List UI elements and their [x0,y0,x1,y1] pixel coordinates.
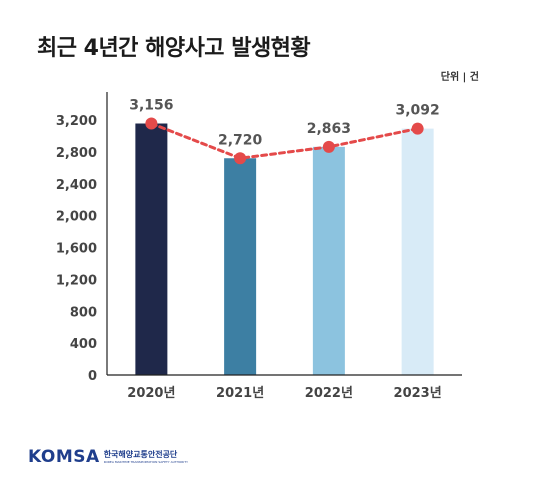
y-tick-label: 800 [70,305,97,320]
y-tick-label: 1,200 [56,273,97,288]
x-tick-label: 2022년 [305,386,353,401]
bars [135,123,434,375]
trend-point [322,140,335,153]
y-tick-label: 2,800 [56,146,97,161]
bar [312,146,345,375]
logo-korean: 한국해양교통안전공단 [103,449,178,459]
trend-point [411,122,424,135]
x-tick-label: 2020년 [127,386,175,401]
trend-point [234,152,247,165]
bar [224,158,257,375]
data-label: 2,720 [218,132,263,148]
data-labels: 3,156 2,720 2,863 3,092 [129,98,440,149]
y-tick-label: 2,400 [56,178,97,193]
data-label: 3,092 [395,103,439,119]
bar [401,128,434,375]
trend-line-path [149,122,420,160]
y-tick-label: 0 [88,369,97,384]
unit-label: 단위 | 건 [440,72,479,83]
x-tick-label: 2021년 [216,386,264,401]
y-axis-ticks: 0 400 800 1,200 1,600 2,000 2,400 2,800 3,200 [56,114,97,384]
y-tick-label: 2,000 [56,210,97,225]
trend-point [145,117,158,130]
trend-line [149,122,420,160]
trend-points [145,117,424,165]
x-axis-labels: 2020년 2021년 2022년 2023년 [127,386,441,401]
y-tick-label: 3,200 [56,114,97,129]
data-label: 2,863 [307,121,351,137]
data-label: 3,156 [129,98,173,114]
bar [135,123,168,375]
y-tick-label: 1,600 [56,242,97,257]
chart-title: 최근 4년간 해양사고 발생현황 [37,36,311,61]
y-tick-label: 400 [70,337,97,352]
komsa-logo: KOMSA 한국해양교통안전공단 KOREA MARITIME TRANSPOR… [28,447,188,467]
x-tick-label: 2023년 [394,386,442,401]
logo-english: KOREA MARITIME TRANSPORTATION SAFETY AUT… [103,459,188,464]
logo-mark: KOMSA [28,447,100,467]
axes [106,92,462,376]
